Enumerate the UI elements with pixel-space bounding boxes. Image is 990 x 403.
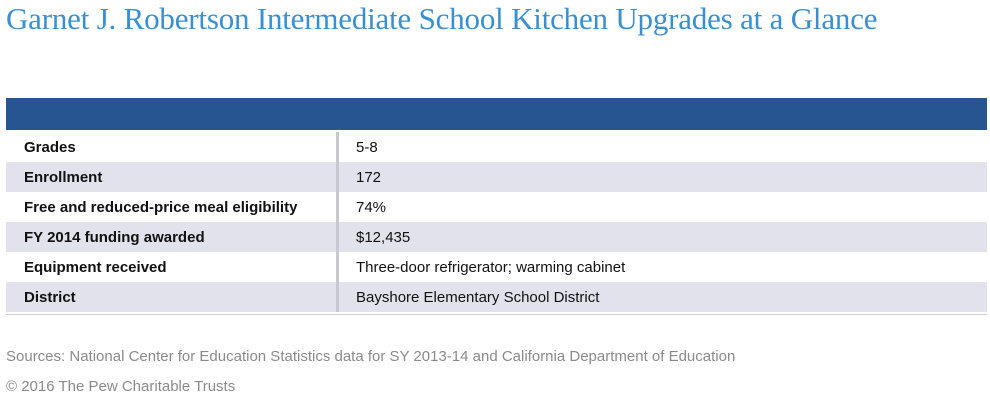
column-divider (336, 252, 339, 282)
info-table: Grades 5-8 Enrollment 172 Free and reduc… (6, 132, 987, 312)
row-label: Equipment received (24, 258, 167, 276)
column-divider (336, 222, 339, 252)
row-value: 172 (356, 168, 382, 186)
column-divider (336, 162, 339, 192)
column-divider (336, 192, 339, 222)
table-row: Free and reduced-price meal eligibility … (6, 192, 987, 222)
column-divider (336, 132, 339, 162)
sources-note: Sources: National Center for Education S… (6, 348, 736, 365)
row-value: Bayshore Elementary School District (356, 288, 600, 306)
column-divider (336, 282, 339, 312)
row-label: Grades (24, 138, 76, 156)
table-row: Equipment received Three-door refrigerat… (6, 252, 987, 282)
copyright-note: © 2016 The Pew Charitable Trusts (6, 378, 236, 395)
table-row: District Bayshore Elementary School Dist… (6, 282, 987, 312)
table-header-bar (6, 98, 987, 130)
page-title: Garnet J. Robertson Intermediate School … (6, 1, 878, 36)
row-label: District (24, 288, 76, 306)
row-value: 74% (356, 198, 387, 216)
table-row: Grades 5-8 (6, 132, 987, 162)
row-value: Three-door refrigerator; warming cabinet (356, 258, 626, 276)
row-value: $12,435 (356, 228, 411, 246)
row-value: 5-8 (356, 138, 378, 156)
table-row: Enrollment 172 (6, 162, 987, 192)
row-label: FY 2014 funding awarded (24, 228, 205, 246)
row-label: Enrollment (24, 168, 103, 186)
row-label: Free and reduced-price meal eligibility (24, 198, 298, 216)
table-bottom-rule (6, 314, 987, 315)
table-row: FY 2014 funding awarded $12,435 (6, 222, 987, 252)
